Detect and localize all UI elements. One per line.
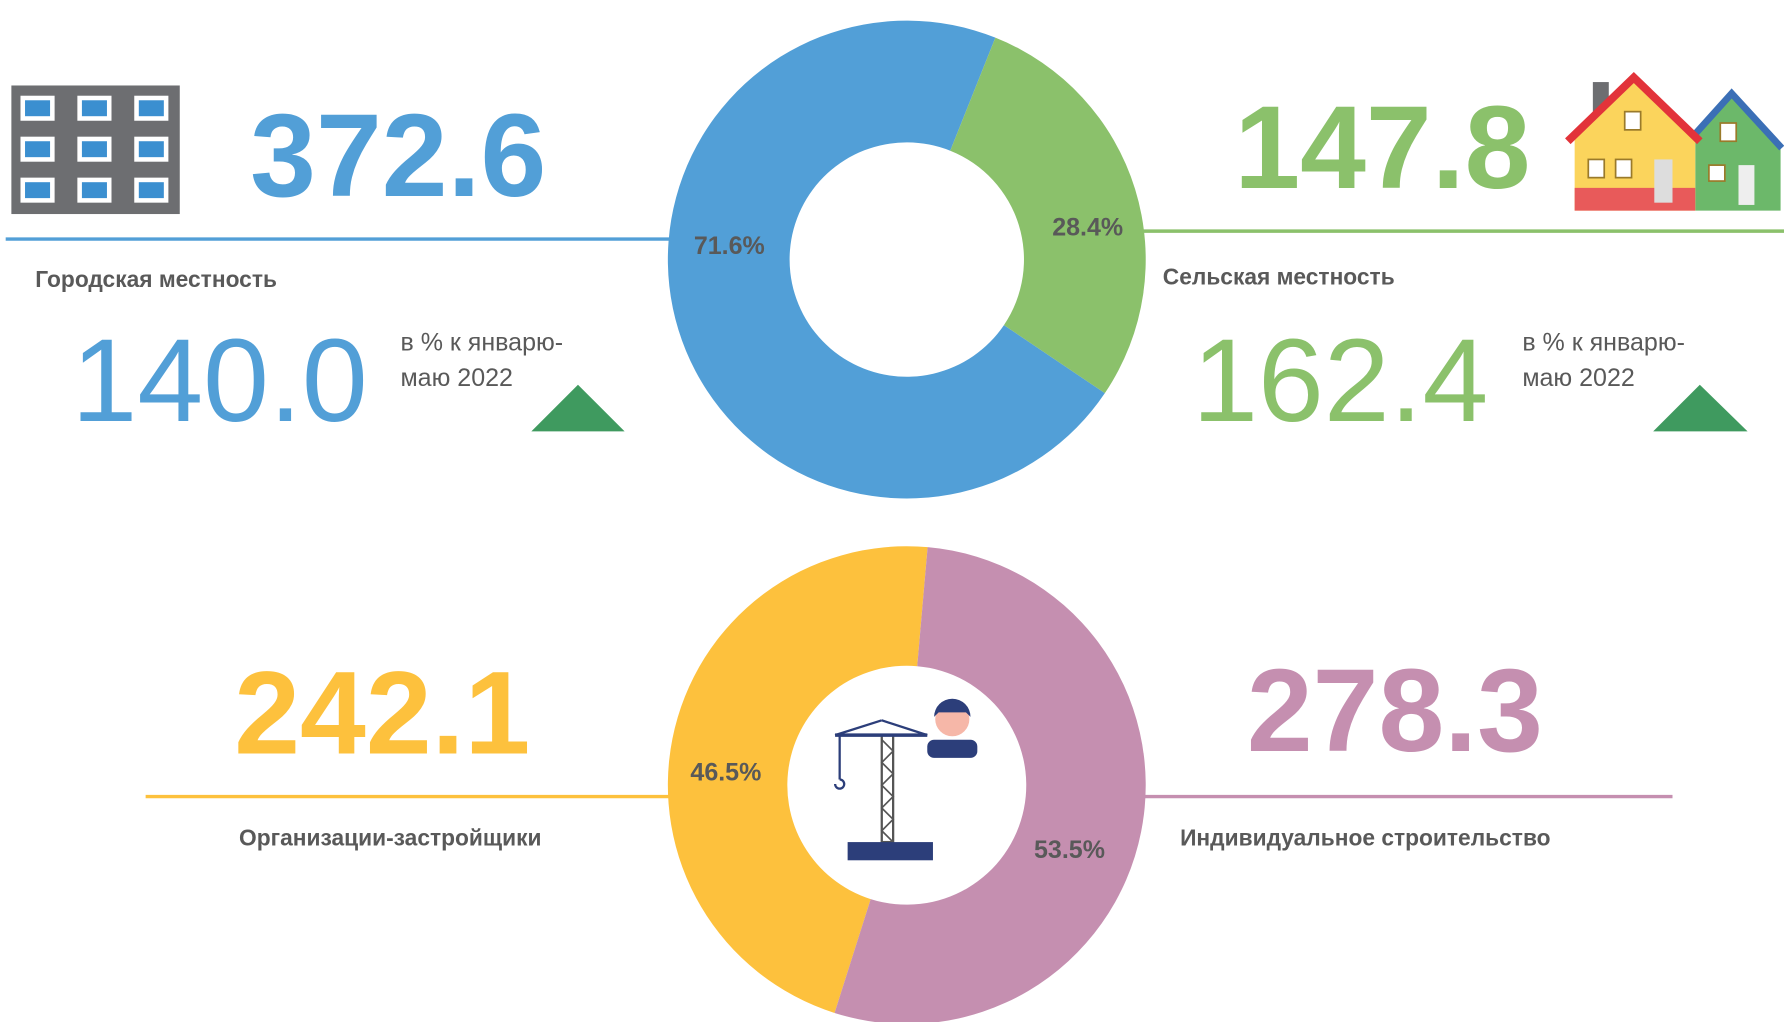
donut-segment	[950, 37, 1146, 394]
houses-icon	[1565, 71, 1784, 211]
apartment-icon	[11, 85, 180, 215]
donut-segment	[667, 20, 1105, 499]
note: в % к январю-	[1522, 329, 1685, 357]
note: маю 2022	[1522, 364, 1634, 392]
crane-icon	[833, 698, 978, 861]
figure: 278.3	[1247, 645, 1543, 777]
category-label: Сельская местность	[1163, 264, 1395, 290]
figure: 147.8	[1234, 82, 1530, 214]
note: маю 2022	[400, 364, 512, 392]
up-arrow	[1653, 384, 1748, 432]
category-label: Организации-застройщики	[239, 824, 541, 850]
figure: 372.6	[250, 90, 546, 222]
index-figure: 140.0	[72, 315, 368, 447]
index-figure: 162.4	[1192, 315, 1488, 447]
segment-label: 46.5%	[690, 759, 761, 787]
segment-label: 53.5%	[1034, 836, 1105, 864]
segment-label: 28.4%	[1052, 214, 1123, 242]
category-label: Индивидуальное строительство	[1180, 824, 1551, 850]
up-arrow	[531, 384, 625, 432]
note: в % к январю-	[400, 329, 563, 357]
donut-segment	[667, 546, 928, 1013]
segment-label: 71.6%	[694, 232, 765, 260]
donut-segment	[834, 547, 1146, 1022]
category-label: Городская местность	[35, 266, 277, 292]
figure: 242.1	[234, 647, 530, 779]
